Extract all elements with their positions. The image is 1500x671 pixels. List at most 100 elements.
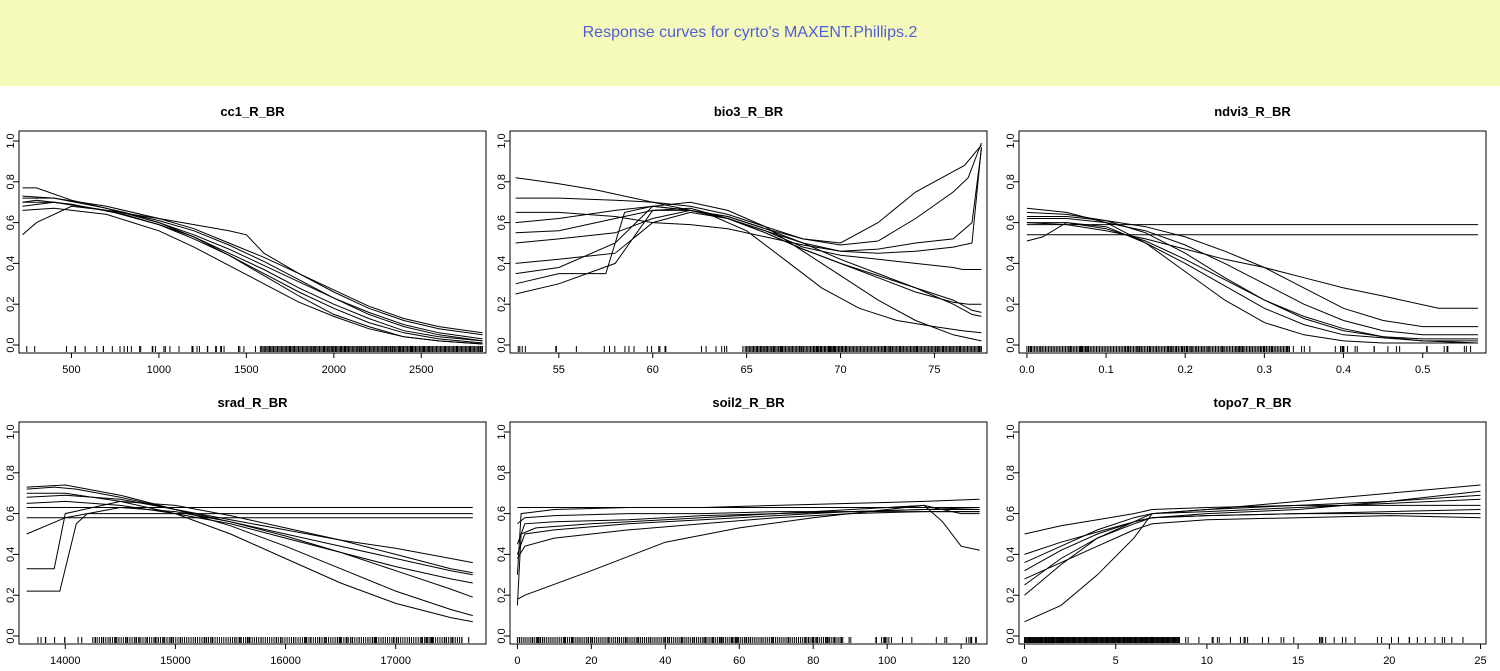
rug-marks	[37, 637, 470, 643]
y-tick-label: 1.0	[5, 424, 17, 439]
x-tick-label: 60	[733, 655, 745, 667]
y-tick-label: 1.0	[1005, 133, 1017, 148]
x-tick-label: 0.5	[1415, 364, 1430, 376]
response-curve	[1026, 207, 1479, 344]
x-tick-label: 1500	[234, 364, 258, 376]
response-curve	[1024, 515, 1481, 580]
response-curve	[515, 201, 982, 342]
response-curve	[515, 177, 982, 334]
x-tick-label: 20	[1383, 655, 1395, 667]
response-curve	[26, 500, 473, 574]
y-tick-label: 0.8	[5, 174, 17, 189]
x-tick-label: 70	[834, 364, 846, 376]
rug-marks	[516, 637, 977, 643]
y-tick-label: 0.2	[496, 588, 508, 603]
y-tick-label: 0.8	[5, 465, 17, 480]
panel-title: ndvi3_R_BR	[1214, 104, 1291, 119]
response-curve	[1026, 222, 1479, 309]
y-tick-label: 0.6	[5, 215, 17, 230]
x-tick-label: 120	[952, 655, 970, 667]
x-tick-label: 5	[1113, 655, 1119, 667]
response-panel: soil2_R_BR 0.0 0.2 0.4 0.6 0.8 1.0 0 20 40 60 80 100…	[496, 395, 988, 667]
response-curve	[516, 511, 980, 559]
x-tick-label: 0.4	[1336, 364, 1351, 376]
response-panel: srad_R_BR 0.0 0.2 0.4 0.6 0.8 1.0 14000 15000 160…	[5, 395, 487, 667]
y-tick-label: 0.2	[1005, 297, 1017, 312]
response-curve	[22, 201, 483, 342]
response-curve	[22, 199, 483, 344]
panel-title: srad_R_BR	[217, 395, 288, 410]
x-tick-label: 0	[1021, 655, 1027, 667]
response-curve	[1024, 494, 1481, 564]
response-curve	[516, 498, 980, 575]
response-curve	[1026, 211, 1479, 340]
x-tick-label: 40	[659, 655, 671, 667]
panel-title: topo7_R_BR	[1213, 395, 1292, 410]
response-curve	[1026, 218, 1479, 336]
y-tick-label: 0.6	[496, 215, 508, 230]
response-curve	[1026, 222, 1479, 342]
y-tick-label: 0.8	[1005, 465, 1017, 480]
response-curve	[22, 197, 483, 334]
y-tick-label: 1.0	[496, 424, 508, 439]
panel-title: cc1_R_BR	[220, 104, 285, 119]
y-tick-label: 0.2	[1005, 588, 1017, 603]
x-tick-label: 15	[1292, 655, 1304, 667]
x-tick-label: 20	[585, 655, 597, 667]
response-curve	[1026, 222, 1479, 344]
x-tick-label: 10	[1201, 655, 1213, 667]
response-curve	[515, 149, 982, 252]
y-tick-label: 0.0	[5, 628, 17, 643]
rug-marks	[517, 346, 982, 352]
y-tick-label: 0.6	[1005, 506, 1017, 521]
y-tick-label: 0.2	[5, 297, 17, 312]
y-tick-label: 1.0	[5, 133, 17, 148]
response-panel: topo7_R_BR 0.0 0.2 0.4 0.6 0.8 1.0 0 5 10 15 20 25	[1005, 395, 1487, 667]
panel-title: bio3_R_BR	[714, 104, 784, 119]
plot-frame	[509, 130, 988, 354]
y-tick-label: 0.0	[496, 337, 508, 352]
plot-frame	[18, 421, 487, 645]
title-banner: Response curves for cyrto's MAXENT.Phill…	[0, 0, 1500, 86]
x-tick-label: 65	[740, 364, 752, 376]
x-tick-label: 17000	[380, 655, 411, 667]
y-tick-label: 0.6	[5, 506, 17, 521]
x-tick-label: 500	[62, 364, 80, 376]
y-tick-label: 0.0	[496, 628, 508, 643]
rug-marks	[1026, 346, 1472, 352]
y-tick-label: 0.0	[1005, 628, 1017, 643]
y-tick-label: 1.0	[496, 133, 508, 148]
x-tick-label: 25	[1474, 655, 1486, 667]
page-title: Response curves for cyrto's MAXENT.Phill…	[582, 24, 918, 41]
x-tick-label: 0.1	[1098, 364, 1113, 376]
y-tick-label: 0.6	[496, 506, 508, 521]
response-curve	[516, 509, 980, 545]
response-curve	[22, 201, 483, 336]
x-tick-label: 2500	[409, 364, 433, 376]
x-tick-label: 15000	[160, 655, 191, 667]
y-tick-label: 0.4	[496, 547, 508, 562]
response-curve	[22, 207, 483, 345]
x-tick-label: 80	[807, 655, 819, 667]
plot-frame	[1018, 130, 1487, 354]
x-tick-label: 75	[928, 364, 940, 376]
plot-frame	[509, 421, 988, 645]
response-curve	[1024, 504, 1481, 535]
y-tick-label: 0.2	[496, 297, 508, 312]
x-tick-label: 0	[514, 655, 520, 667]
x-tick-label: 16000	[270, 655, 301, 667]
plot-frame	[18, 130, 487, 354]
y-tick-label: 0.8	[496, 174, 508, 189]
response-curve	[515, 209, 982, 317]
y-tick-label: 0.4	[5, 256, 17, 271]
response-curve	[515, 207, 982, 313]
x-tick-label: 55	[553, 364, 565, 376]
response-curve	[26, 486, 473, 617]
x-tick-label: 0.2	[1178, 364, 1193, 376]
x-tick-label: 100	[878, 655, 896, 667]
plot-frame	[1018, 421, 1487, 645]
response-curve	[26, 494, 473, 598]
x-tick-label: 14000	[50, 655, 81, 667]
rug-marks	[1023, 637, 1464, 643]
